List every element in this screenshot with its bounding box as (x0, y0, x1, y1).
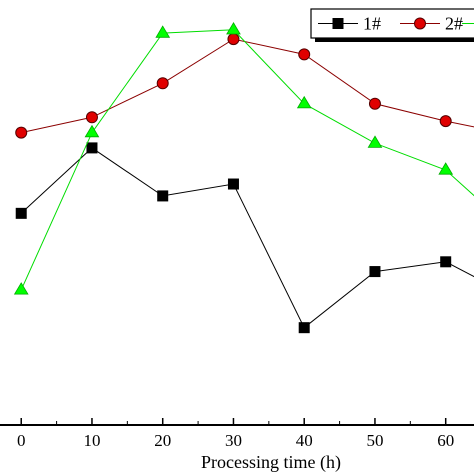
x-tick-label: 20 (154, 431, 171, 450)
data-point (227, 33, 240, 46)
data-point (15, 207, 27, 219)
data-point (296, 95, 312, 109)
data-point (15, 126, 28, 139)
data-point (438, 162, 454, 175)
legend-label: 1# (363, 14, 381, 34)
x-axis-title: Processing time (h) (201, 452, 341, 473)
series-line-2 (21, 38, 474, 134)
x-tick-label: 10 (83, 431, 100, 450)
x-tick-label: 60 (437, 431, 454, 450)
x-tick-label: 0 (17, 431, 26, 450)
data-point (368, 97, 381, 110)
data-point (227, 178, 239, 190)
data-point (84, 124, 100, 138)
series-line-1 (20, 147, 474, 329)
data-point (440, 256, 452, 268)
data-point (156, 77, 169, 90)
series-line-3 (20, 29, 474, 291)
legend-marker (332, 18, 344, 29)
data-point (13, 282, 29, 295)
x-tick-label: 30 (225, 431, 242, 450)
data-point (226, 22, 241, 35)
data-point (85, 111, 98, 124)
data-point (86, 142, 98, 154)
legend-label: 2# (445, 14, 463, 34)
data-point (157, 190, 169, 202)
x-tick-label: 40 (296, 431, 313, 450)
data-point (369, 266, 381, 278)
data-point (298, 322, 310, 334)
data-point (439, 115, 452, 128)
x-tick-label: 50 (366, 431, 383, 450)
data-point (367, 135, 383, 148)
data-point (298, 48, 311, 61)
data-point (155, 25, 171, 38)
legend-marker (414, 17, 426, 30)
